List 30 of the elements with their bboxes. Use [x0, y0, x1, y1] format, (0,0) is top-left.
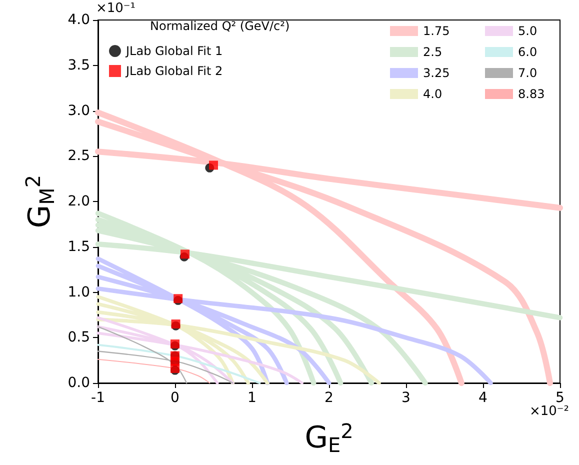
y-tick-label: 3.0	[68, 102, 90, 119]
y-tick-label: 2.5	[68, 148, 90, 164]
legend-label: 2.5	[423, 45, 442, 59]
text: ×10⁻²	[529, 404, 570, 419]
x-tick-label: 5	[556, 390, 564, 406]
x-tick-label: 1	[248, 390, 256, 406]
legend-label: 1.75	[423, 24, 450, 38]
y-tick-label: 1.0	[68, 284, 90, 300]
text: ×10⁻¹	[96, 1, 136, 16]
y-tick-label: 4.0	[68, 12, 90, 28]
legend-label: 7.0	[518, 66, 538, 80]
legend-label: 8.83	[518, 87, 545, 101]
legend-title: Normalized Q² (GeV/c²)	[150, 19, 290, 33]
y-tick-label: 1.5	[68, 238, 90, 255]
legend-label: JLab Global Fit 1	[125, 44, 223, 58]
legend-label: 4.0	[423, 87, 442, 101]
x-tick-label: 4	[478, 390, 488, 406]
x-tick-label: -1	[91, 390, 105, 406]
legend-label: 3.25	[423, 66, 450, 80]
y-tick-label: 3.5	[68, 57, 90, 74]
y-tick-label: 2.0	[68, 194, 90, 210]
legend-label: 6.0	[518, 45, 538, 59]
legend-label: 5.0	[518, 24, 538, 38]
x-tick-label: 3	[402, 390, 410, 406]
x-tick-label: 2	[324, 390, 334, 406]
x-tick-label: 0	[170, 390, 180, 406]
y-tick-label: 0.5	[68, 330, 90, 346]
y-axis-title: GM2	[20, 174, 59, 228]
legend-label: JLab Global Fit 2	[125, 64, 223, 78]
y-tick-label: 0.0	[68, 375, 90, 391]
